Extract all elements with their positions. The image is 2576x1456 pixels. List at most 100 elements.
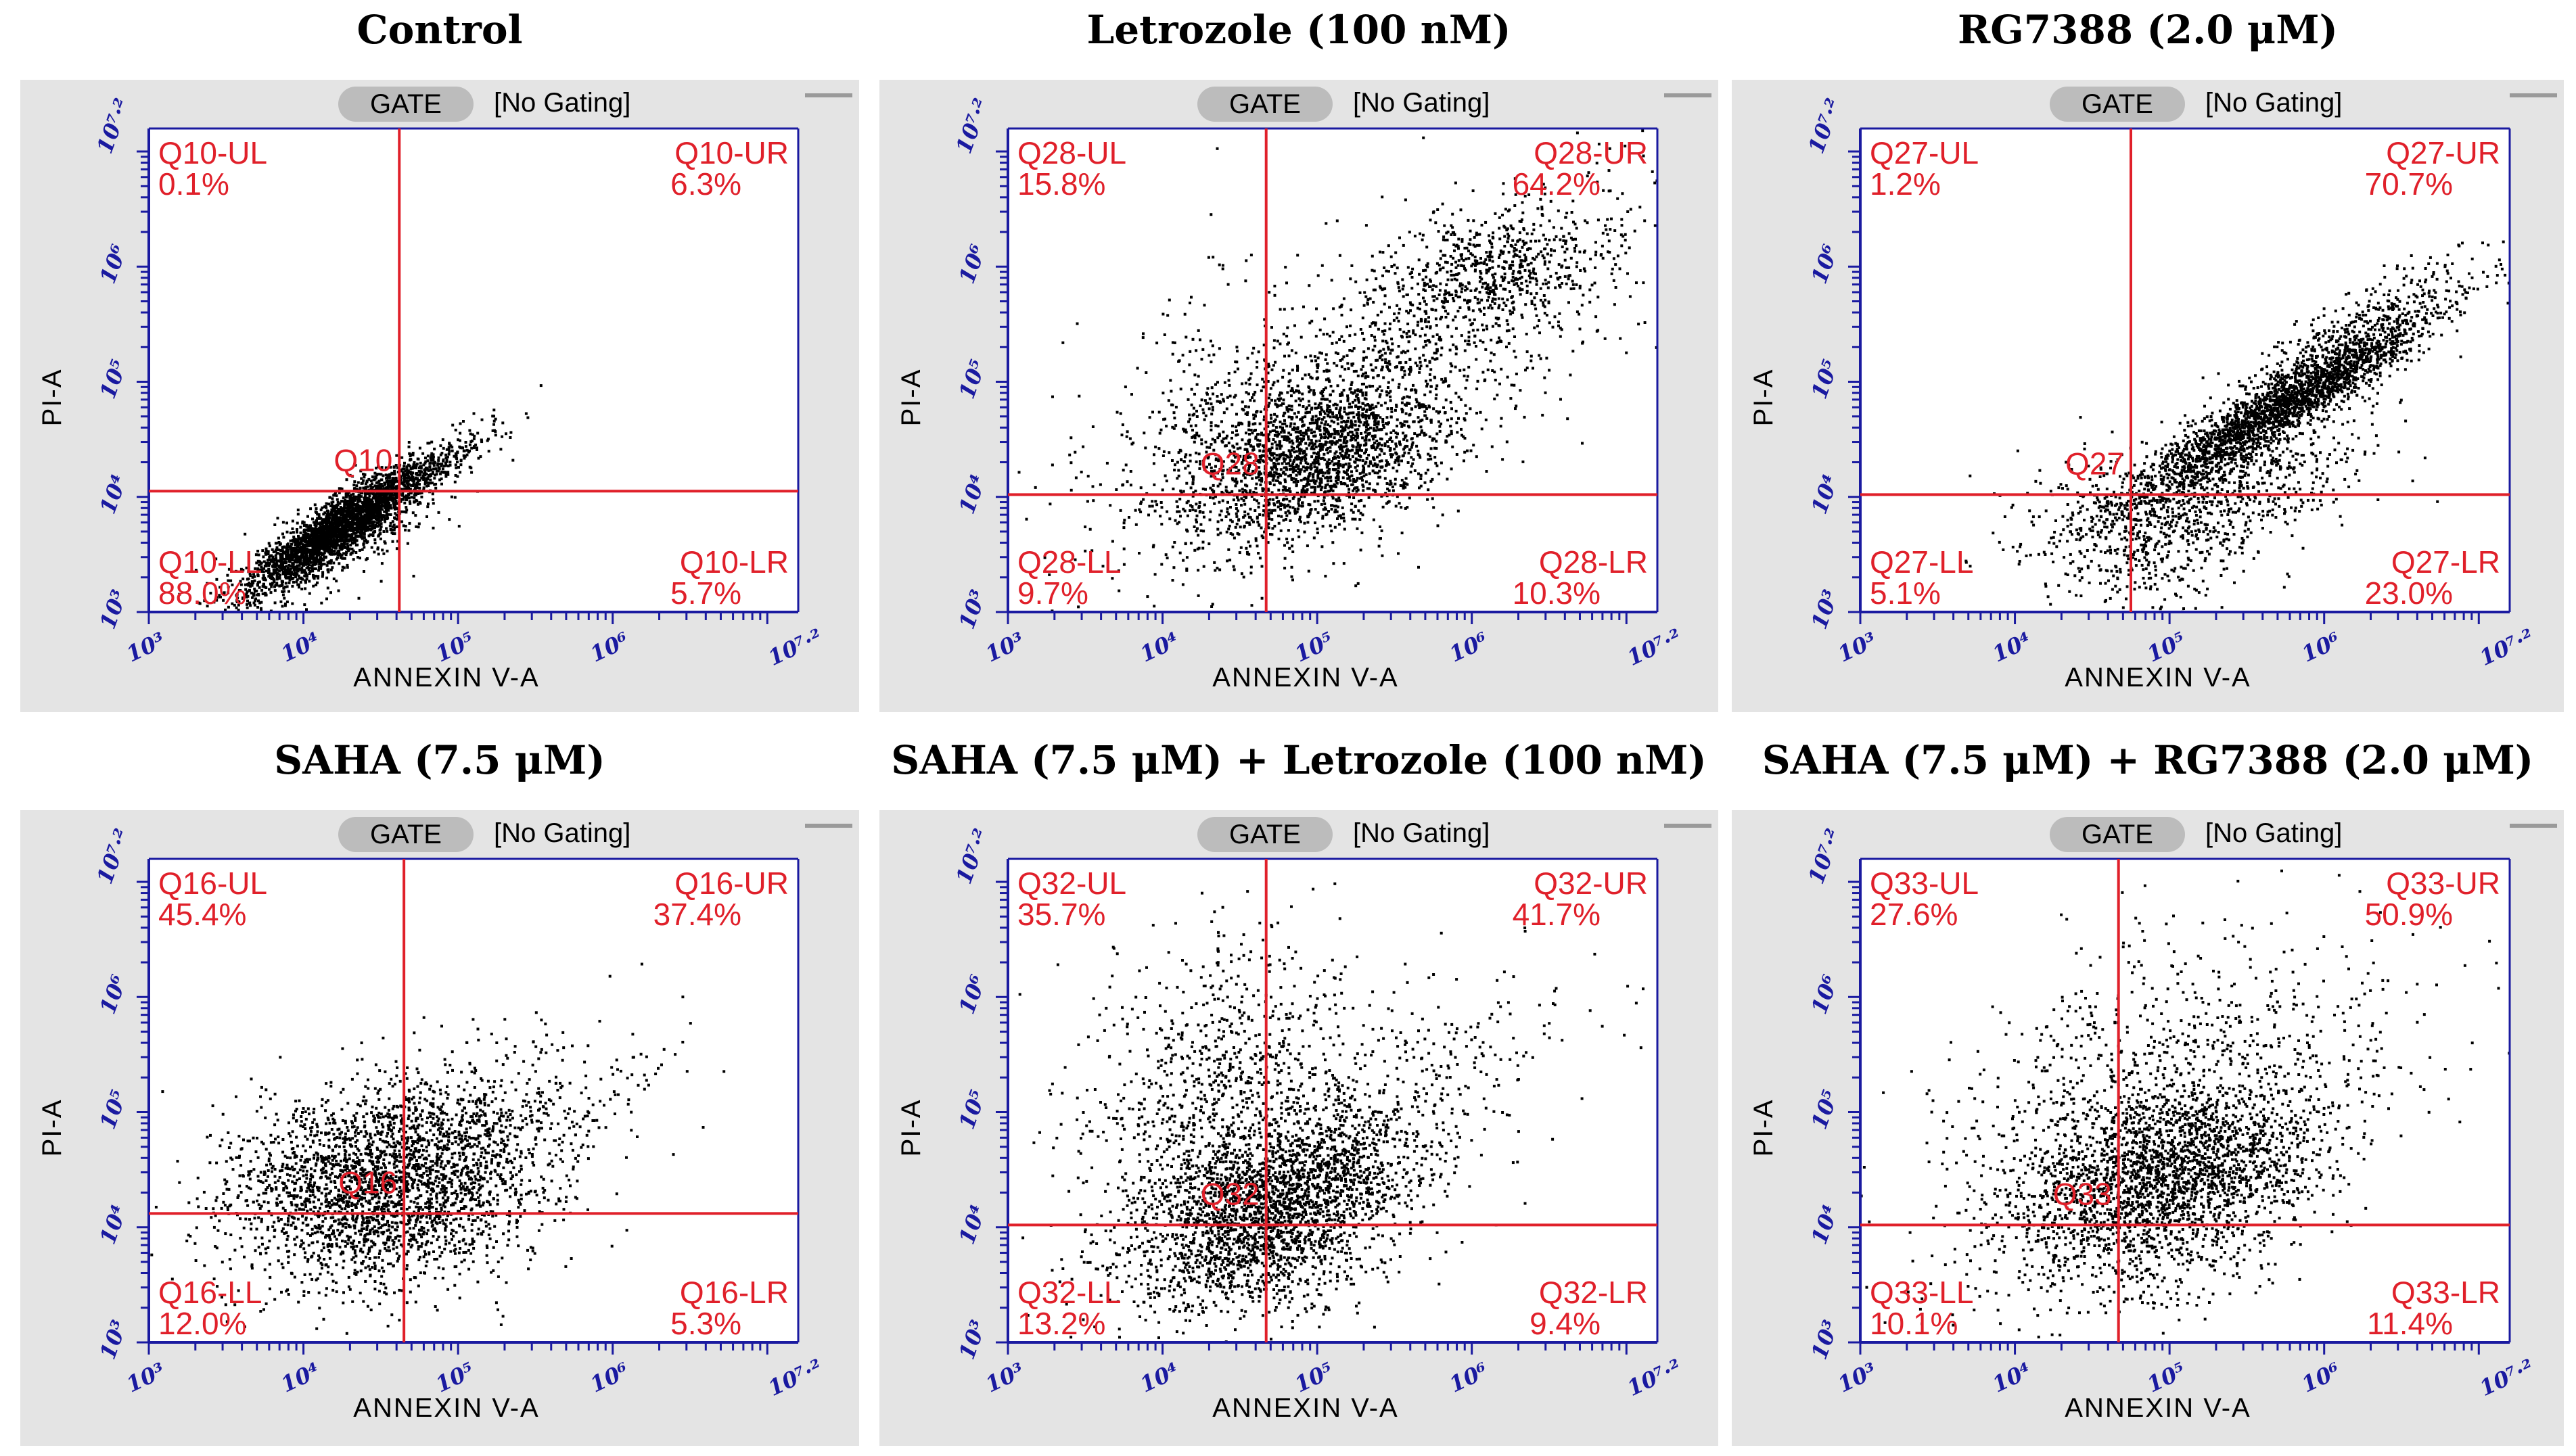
event-dot xyxy=(385,497,388,500)
event-dot xyxy=(259,569,262,573)
event-dot xyxy=(290,575,292,578)
event-dot xyxy=(467,450,470,454)
event-dot xyxy=(355,495,359,498)
event-dot xyxy=(354,513,357,516)
event-dot xyxy=(377,473,381,476)
event-dot xyxy=(1397,458,1400,461)
event-dot xyxy=(246,594,250,598)
event-dot xyxy=(388,476,391,479)
event-dot xyxy=(275,562,278,565)
event-dot xyxy=(1329,425,1332,428)
event-dot xyxy=(1182,490,1185,493)
event-dot xyxy=(1310,486,1313,489)
event-dot xyxy=(402,473,405,477)
event-dot xyxy=(1377,442,1381,446)
event-dot xyxy=(1342,516,1346,519)
event-dot xyxy=(308,538,312,541)
event-dot xyxy=(353,538,356,541)
quadrant-value-ul: 0.1% xyxy=(158,166,229,202)
event-dot xyxy=(1346,440,1349,443)
event-dot xyxy=(1360,499,1363,502)
event-dot xyxy=(453,480,457,484)
event-dot xyxy=(369,521,373,524)
event-dot xyxy=(1336,422,1339,425)
event-dot xyxy=(1330,530,1333,533)
event-dot xyxy=(426,484,428,488)
event-dot xyxy=(472,412,476,415)
event-dot xyxy=(407,483,411,486)
x-axis-label: ANNEXIN V-A xyxy=(353,663,539,692)
event-dot xyxy=(1242,499,1245,502)
event-dot xyxy=(375,500,378,504)
event-dot xyxy=(407,496,411,500)
event-dot xyxy=(338,530,341,533)
event-dot xyxy=(410,496,413,499)
event-dot xyxy=(393,472,396,475)
event-dot xyxy=(298,586,300,589)
event-dot xyxy=(1365,456,1368,460)
event-dot xyxy=(1254,463,1257,466)
event-dot xyxy=(429,456,432,460)
event-dot xyxy=(1310,492,1313,494)
event-dot xyxy=(379,499,382,502)
event-dot xyxy=(446,473,450,476)
gate-button[interactable]: GATE xyxy=(1197,87,1333,122)
event-dot xyxy=(1429,454,1432,458)
event-dot xyxy=(1350,391,1353,394)
event-dot xyxy=(1357,405,1360,408)
event-dot xyxy=(255,589,258,592)
event-dot xyxy=(1405,420,1408,423)
event-dot xyxy=(391,499,394,502)
event-dot xyxy=(1442,406,1445,409)
event-dot xyxy=(373,550,376,554)
event-dot xyxy=(310,555,313,559)
event-dot xyxy=(1541,413,1544,417)
event-dot xyxy=(1306,411,1309,414)
event-dot xyxy=(1295,492,1299,495)
event-dot xyxy=(393,486,396,490)
event-dot xyxy=(444,475,448,478)
event-dot xyxy=(1380,494,1383,498)
event-dot xyxy=(315,583,318,586)
event-dot xyxy=(1375,425,1379,429)
event-dot xyxy=(454,463,457,467)
event-dot xyxy=(1385,432,1388,436)
event-dot xyxy=(1366,427,1370,431)
event-dot xyxy=(312,527,315,531)
event-dot xyxy=(1335,477,1339,479)
event-dot xyxy=(242,578,245,581)
event-dot xyxy=(311,569,315,573)
event-dot xyxy=(1358,448,1362,452)
event-dot xyxy=(389,473,392,476)
event-dot xyxy=(1317,470,1320,473)
event-dot xyxy=(264,593,268,596)
gate-button[interactable]: GATE xyxy=(338,87,474,122)
event-dot xyxy=(332,550,336,553)
event-dot xyxy=(1376,471,1379,475)
event-dot xyxy=(1333,452,1337,455)
event-dot xyxy=(377,512,380,515)
event-dot xyxy=(1389,479,1392,483)
event-dot xyxy=(1291,389,1294,392)
event-dot xyxy=(1243,489,1247,492)
event-dot xyxy=(1259,483,1262,486)
event-dot xyxy=(422,472,426,475)
event-dot xyxy=(310,534,313,537)
event-dot xyxy=(1294,430,1297,433)
event-dot xyxy=(248,572,252,576)
event-dot xyxy=(308,572,311,575)
event-dot xyxy=(308,529,311,532)
event-dot xyxy=(310,565,314,568)
event-dot xyxy=(319,546,322,549)
event-dot xyxy=(1291,471,1295,474)
event-dot xyxy=(1216,425,1220,428)
event-dot xyxy=(260,588,264,592)
event-dot xyxy=(1310,377,1314,380)
event-dot xyxy=(1177,474,1180,477)
event-dot xyxy=(339,530,342,533)
event-dot xyxy=(1254,509,1257,512)
event-dot xyxy=(318,563,321,566)
event-dot xyxy=(374,498,377,501)
event-dot xyxy=(1404,412,1408,415)
event-dot xyxy=(348,534,352,537)
